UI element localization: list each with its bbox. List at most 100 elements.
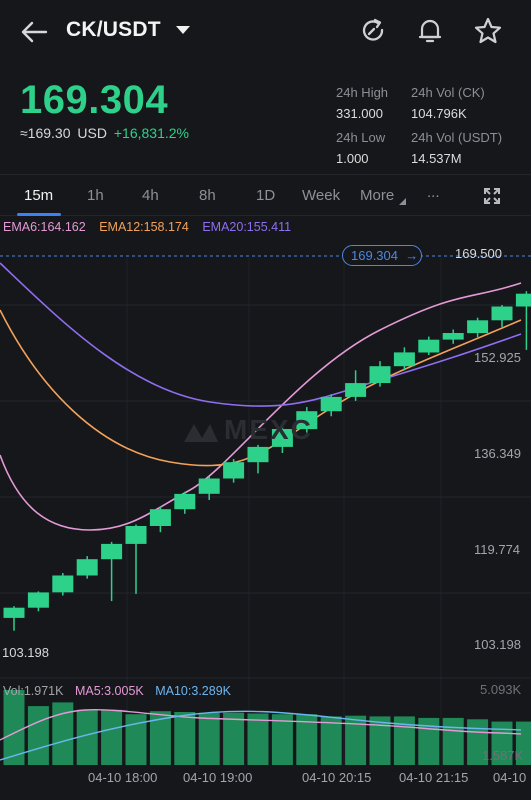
price-axis-label: 136.349 — [474, 446, 521, 461]
ema20-line — [0, 262, 522, 407]
volume-bar — [198, 712, 220, 765]
volume-ma5-line — [0, 708, 522, 741]
price-axis-label: 119.774 — [474, 542, 521, 557]
volume-axis-min: 1.587K — [482, 748, 524, 763]
candle-body — [149, 509, 171, 526]
back-arrow-icon[interactable] — [18, 16, 50, 48]
volume-bar — [345, 715, 367, 765]
high-value: 331.000 — [336, 106, 383, 121]
volume-bar — [393, 716, 415, 765]
volume-bar — [271, 714, 293, 765]
volume-ma10-line — [0, 710, 522, 761]
fiat-price-line: ≈169.30 USD +16,831.2% — [20, 125, 189, 141]
volume-legend: Vol:1.971K MA5:3.005K MA10:3.289K — [3, 684, 239, 698]
watermark-text: MEXC — [224, 414, 313, 445]
candle-body — [515, 293, 531, 307]
ema-legend: EMA6:164.162 EMA12:158.174 EMA20:155.411 — [3, 220, 301, 234]
ema6-line — [0, 282, 522, 531]
candle-body — [418, 339, 440, 353]
current-price-tag[interactable]: 169.304 → — [342, 245, 422, 266]
candle-body — [345, 383, 367, 397]
volume-bar — [320, 716, 342, 765]
tab-4h[interactable]: 4h — [142, 187, 159, 204]
candle-body — [52, 575, 74, 593]
top-bar: CK/USDT — [0, 0, 531, 62]
candle-body — [125, 526, 147, 544]
candle-body — [27, 592, 49, 608]
low-label: 24h Low — [336, 130, 386, 145]
mexc-watermark: MEXC — [184, 414, 313, 446]
volume-bar — [27, 706, 49, 765]
candle-body — [369, 366, 391, 383]
candle-body — [296, 411, 318, 430]
trading-pair-title[interactable]: CK/USDT — [66, 18, 161, 41]
vol-usdt-label: 24h Vol (USDT) — [411, 130, 503, 145]
volume-bar — [101, 709, 123, 765]
chevron-down-icon[interactable] — [176, 26, 190, 34]
volume-bar — [149, 711, 171, 765]
tab-8h[interactable]: 8h — [199, 187, 216, 204]
volume-bar — [442, 717, 464, 765]
active-tab-indicator — [17, 213, 61, 216]
candle-body — [76, 559, 98, 576]
candle-body — [223, 462, 245, 479]
candle-body — [393, 352, 415, 367]
price-axis-label: 103.198 — [474, 637, 521, 652]
tab-week[interactable]: Week — [302, 187, 341, 204]
tab-15m[interactable]: 15m — [24, 187, 54, 204]
candle-body — [442, 333, 464, 340]
bell-icon[interactable] — [414, 15, 446, 47]
tab-1h[interactable]: 1h — [87, 187, 104, 204]
ema12-value: EMA12:158.174 — [99, 220, 189, 234]
time-axis-label: 04-10 20:15 — [302, 770, 372, 785]
volume-bar — [369, 716, 391, 765]
price-axis-label: 152.925 — [474, 350, 521, 365]
fiat-unit: USD — [77, 125, 107, 141]
time-axis-label: 04-10 18:00 — [88, 770, 158, 785]
arrow-right-icon: → — [401, 248, 419, 263]
ma10-value: MA10:3.289K — [155, 684, 231, 698]
vol-ck-value: 104.796K — [411, 106, 467, 121]
ma5-value: MA5:3.005K — [74, 684, 144, 698]
vol-ck-label: 24h Vol (CK) — [411, 85, 485, 100]
interval-tabs: 15m 1h 4h 8h 1D Week More ... — [0, 174, 531, 216]
volume-bar — [247, 713, 269, 765]
volume-bar — [125, 714, 147, 765]
low-price-marker: 103.198 — [2, 645, 49, 660]
time-axis-label: 04-10 19:00 — [183, 770, 253, 785]
fullscreen-icon[interactable] — [482, 186, 502, 206]
ema20-value: EMA20:155.411 — [202, 220, 292, 234]
candle-body — [320, 396, 342, 412]
candle-body — [101, 543, 123, 560]
fiat-price: ≈169.30 — [20, 125, 71, 141]
star-icon[interactable] — [472, 15, 504, 47]
volume-bar — [3, 690, 25, 765]
refresh-icon[interactable] — [357, 15, 389, 47]
low-value: 1.000 — [336, 151, 369, 166]
candle-body — [198, 478, 220, 494]
tab-more[interactable]: More — [360, 187, 395, 204]
volume-bar — [223, 712, 245, 765]
volume-value: Vol:1.971K — [3, 684, 64, 698]
candle-body — [491, 306, 513, 321]
candle-body — [467, 320, 489, 334]
volume-bar — [52, 702, 74, 765]
tab-1d[interactable]: 1D — [256, 187, 276, 204]
volume-bar — [296, 714, 318, 765]
candle-body — [174, 493, 196, 510]
time-axis-label: 04-10 21:15 — [399, 770, 469, 785]
current-price-tag-value: 169.304 — [351, 248, 398, 263]
candle-body — [3, 607, 25, 618]
more-caret-icon — [399, 198, 406, 205]
vol-usdt-value: 14.537M — [411, 151, 462, 166]
price-change: +16,831.2% — [113, 125, 189, 141]
price-axis-top: 169.500 — [455, 246, 502, 261]
more-options-button[interactable]: ... — [427, 184, 440, 201]
ema6-value: EMA6:164.162 — [3, 220, 86, 234]
last-price: 169.304 — [20, 78, 169, 122]
candle-body — [247, 446, 269, 463]
volume-bar — [76, 709, 98, 765]
time-axis-label: 04-10 — [493, 770, 527, 785]
mexc-logo-icon — [184, 424, 218, 442]
